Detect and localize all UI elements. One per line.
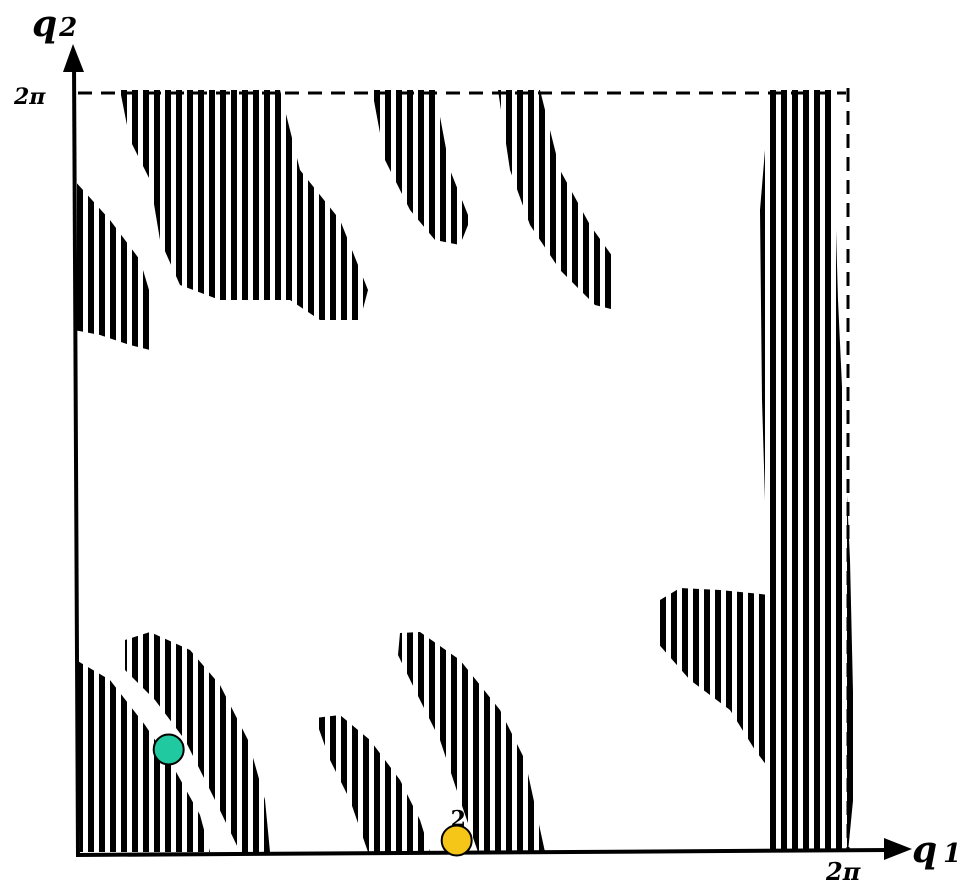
hatch-region-bottom-center-2 <box>398 632 545 852</box>
hatch-region-right-column <box>760 90 855 852</box>
y-axis-symbol: q <box>32 3 57 45</box>
axes <box>72 61 893 857</box>
y-axis-line <box>72 61 80 857</box>
hatch-region-bottom-left-1 <box>125 632 270 852</box>
x-axis-subscript: 1 <box>943 839 961 869</box>
point-marker <box>440 824 473 857</box>
hatch-region-right-bulge <box>655 588 770 770</box>
marked-point-2: 2 <box>440 806 473 857</box>
point-label: 2 <box>451 806 466 832</box>
point-marker <box>152 733 185 766</box>
x-axis-right-tick: 2π <box>825 857 861 885</box>
y-axis-arrow <box>63 44 84 72</box>
y-axis-label: q2 <box>32 3 77 45</box>
dashed-boundary <box>78 88 850 852</box>
hatch-region-top-center-right <box>498 90 615 310</box>
x-axis-symbol: q <box>912 829 937 871</box>
hatched-regions <box>74 90 855 852</box>
hatch-region-bottom-left-2 <box>76 660 210 852</box>
x-axis-line <box>75 848 893 857</box>
hatch-region-top-left-1 <box>120 90 368 320</box>
marked-point-1 <box>152 733 185 766</box>
hatch-region-bottom-center-1 <box>315 715 430 852</box>
y-axis-subscript: 2 <box>58 13 77 43</box>
points-layer: 2 <box>152 733 473 857</box>
hatch-region-top-center <box>372 90 470 245</box>
y-axis-top-tick: 2π <box>13 84 46 110</box>
hatch-region-left-strip <box>74 180 152 350</box>
x-axis-arrow <box>884 838 912 860</box>
